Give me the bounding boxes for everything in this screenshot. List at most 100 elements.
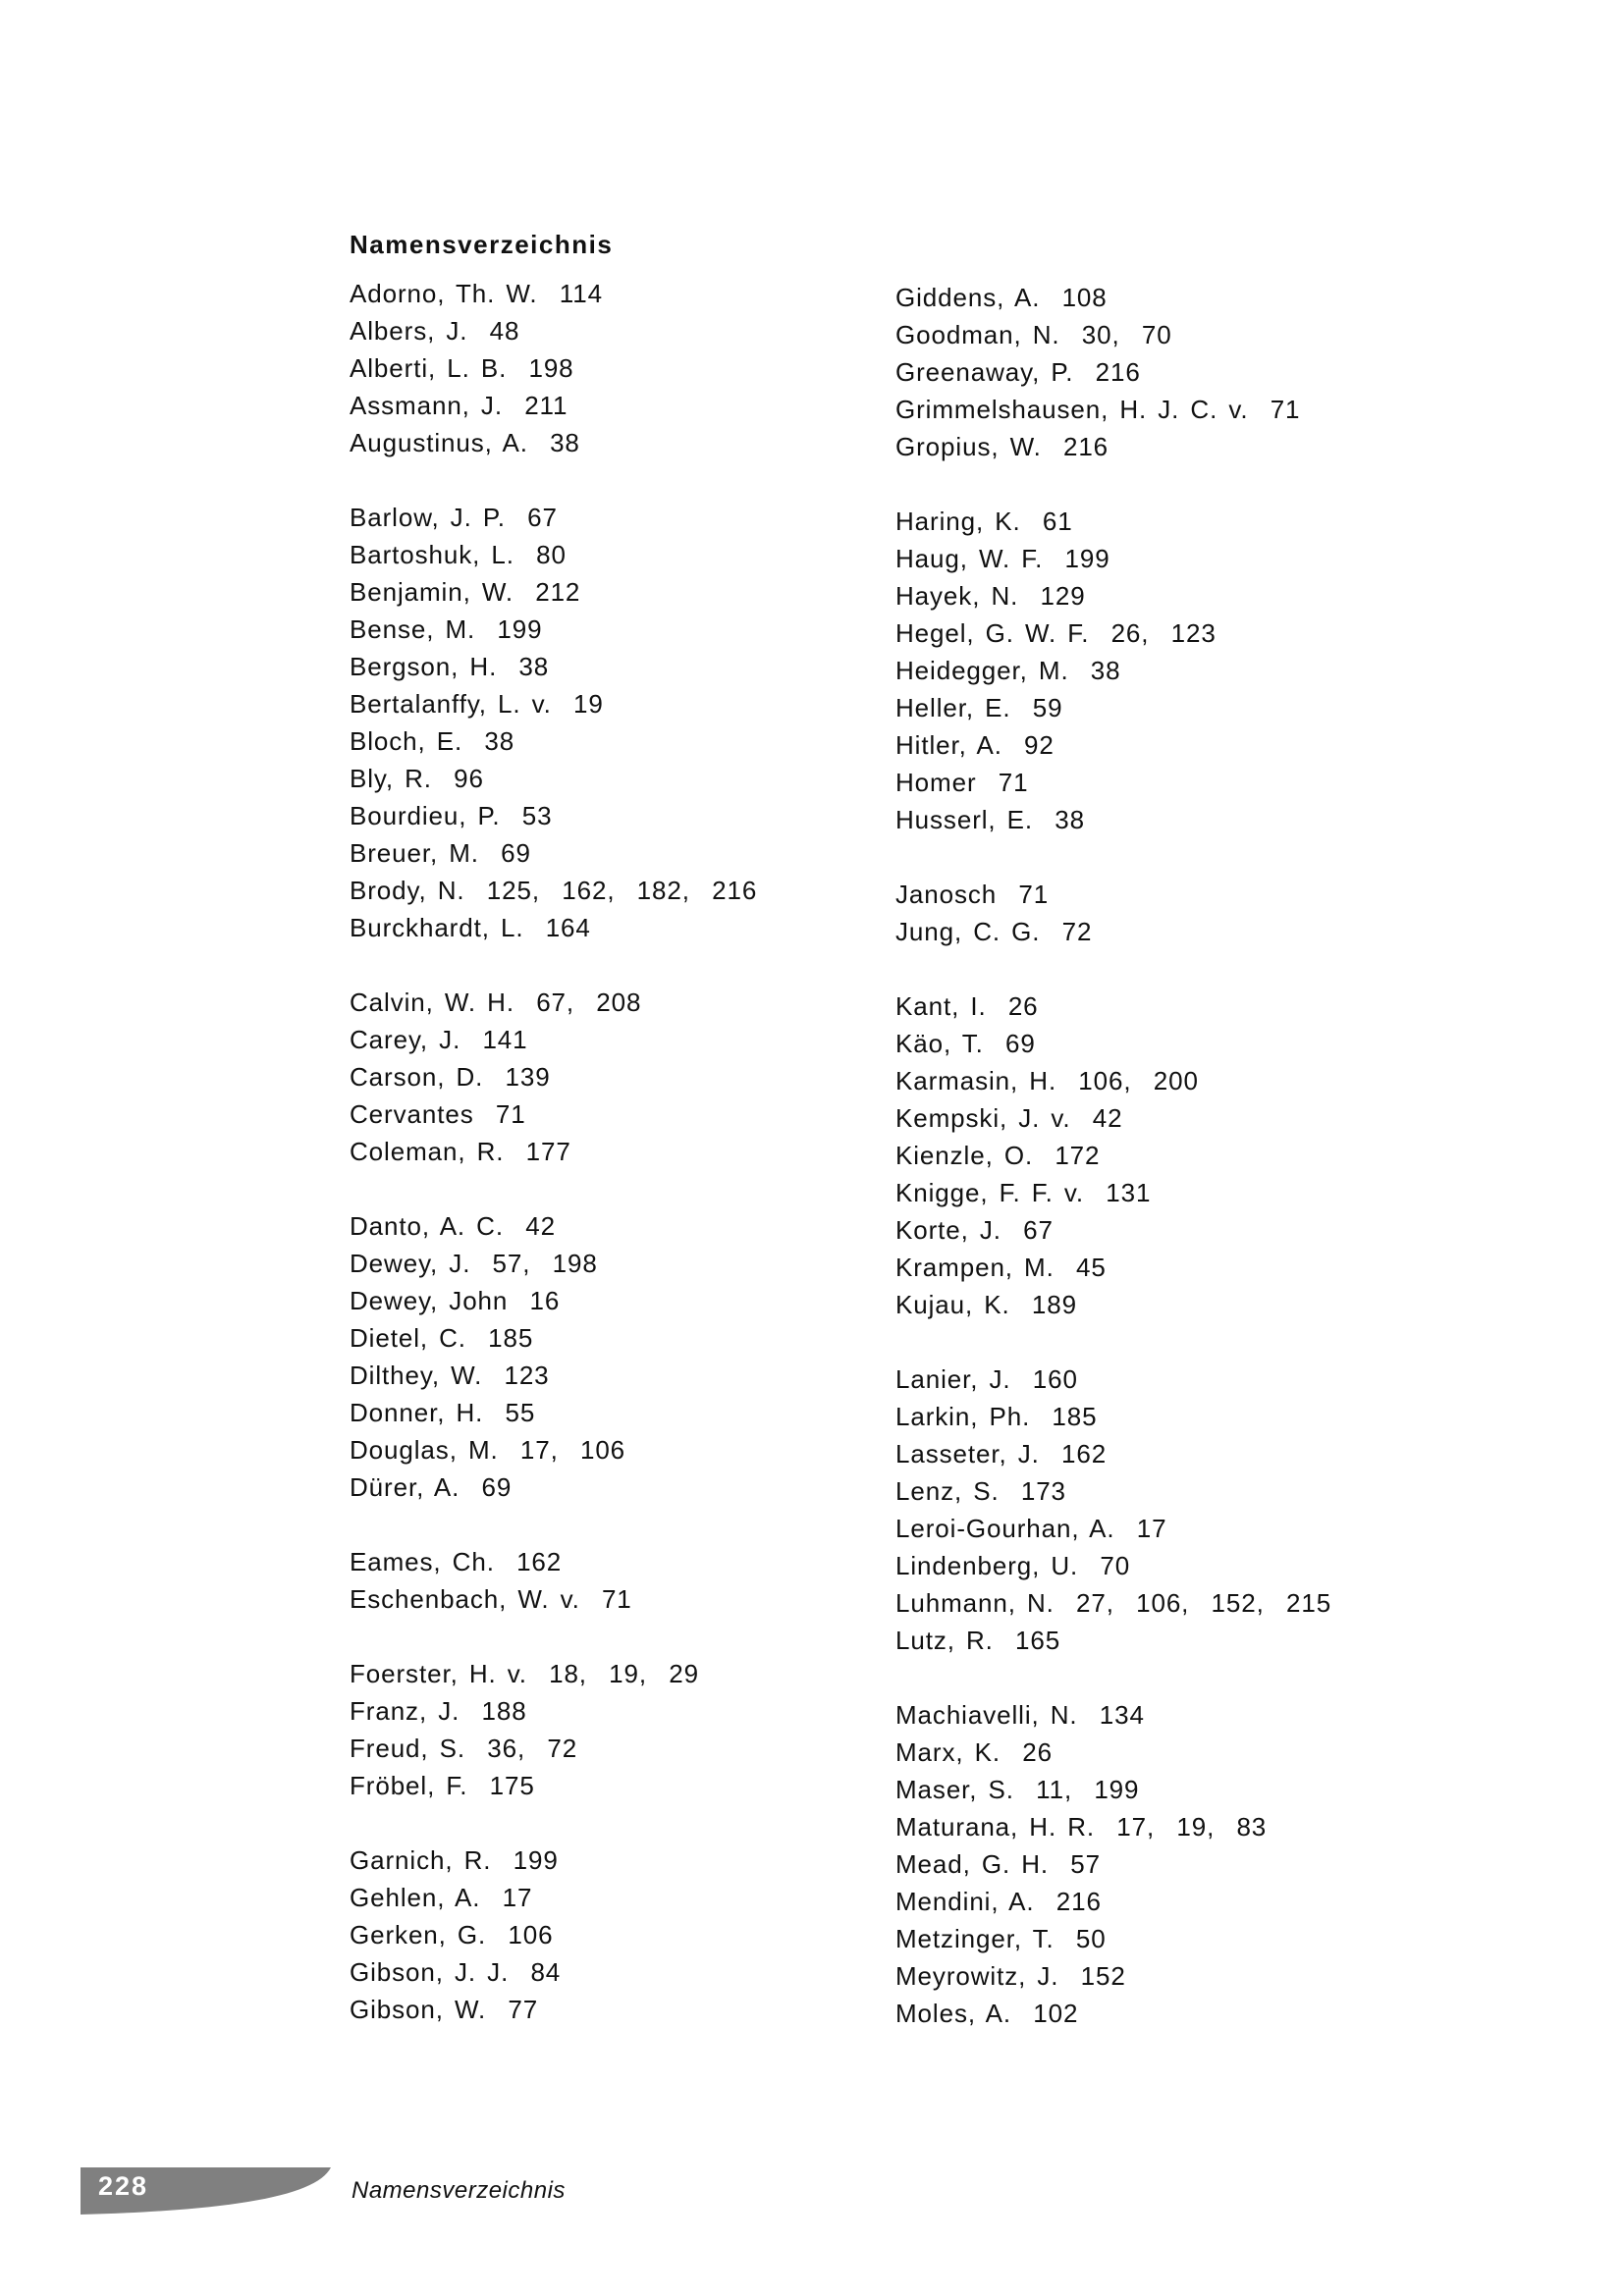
index-entry: Meyrowitz, J. 152 (895, 1961, 1126, 1991)
index-entry: Greenaway, P. 216 (895, 357, 1141, 387)
index-title: Namensverzeichnis (350, 230, 614, 259)
index-entry: Brody, N. 125, 162, 182, 216 (350, 876, 758, 905)
index-entry: Dietel, C. 185 (350, 1323, 534, 1353)
index-entry: Albers, J. 48 (350, 316, 520, 346)
index-entry: Assmann, J. 211 (350, 391, 568, 420)
index-entry: Janosch 71 (895, 880, 1050, 909)
page-number: 228 (98, 2171, 149, 2201)
index-entry: Eames, Ch. 162 (350, 1547, 563, 1576)
index-letter-group: Machiavelli, N. 134 Marx, K. 26 Maser, S. … (895, 1696, 1331, 2032)
index-entry: Gibson, W. 77 (350, 1995, 539, 2024)
index-entry: Haring, K. 61 (895, 507, 1073, 536)
index-entry: Dürer, A. 69 (350, 1472, 513, 1502)
index-entry: Dewey, John 16 (350, 1286, 561, 1315)
index-entry: Carson, D. 139 (350, 1062, 551, 1092)
index-entry: Hitler, A. 92 (895, 730, 1055, 760)
index-entry: Kujau, K. 189 (895, 1290, 1077, 1319)
index-entry: Adorno, Th. W. 114 (350, 279, 603, 308)
index-entry: Gibson, J. J. 84 (350, 1957, 562, 1987)
index-entry: Käo, T. 69 (895, 1029, 1036, 1058)
index-entry: Barlow, J. P. 67 (350, 503, 558, 532)
index-entry: Marx, K. 26 (895, 1737, 1053, 1767)
index-letter-group: Giddens, A. 108 Goodman, N. 30, 70 Greenaw… (895, 279, 1331, 465)
index-entry: Gerken, G. 106 (350, 1920, 554, 1949)
index-entry: Leroi-Gourhan, A. 17 (895, 1514, 1167, 1543)
index-entry: Freud, S. 36, 72 (350, 1734, 578, 1763)
index-letter-group: Barlow, J. P. 67 Bartoshuk, L. 80 Benjamin… (350, 499, 757, 946)
index-entry: Krampen, M. 45 (895, 1253, 1107, 1282)
index-letter-group: Janosch 71 Jung, C. G. 72 (895, 876, 1331, 950)
index-entry: Eschenbach, W. v. 71 (350, 1584, 632, 1614)
index-letter-group: Garnich, R. 199 Gehlen, A. 17 Gerken, G. 1… (350, 1842, 757, 2028)
index-entry: Bly, R. 96 (350, 764, 484, 793)
index-entry: Bartoshuk, L. 80 (350, 540, 567, 569)
index-entry: Dewey, J. 57, 198 (350, 1249, 598, 1278)
running-head: Namensverzeichnis (352, 2177, 566, 2204)
index-letter-group: Danto, A. C. 42 Dewey, J. 57, 198 Dewey, J… (350, 1207, 757, 1506)
index-entry: Lutz, R. 165 (895, 1626, 1061, 1655)
index-entry: Garnich, R. 199 (350, 1845, 559, 1875)
index-letter-group: Eames, Ch. 162 Eschenbach, W. v. 71 (350, 1543, 757, 1618)
index-entry: Carey, J. 141 (350, 1025, 528, 1054)
index-entry: Franz, J. 188 (350, 1696, 527, 1726)
index-entry: Lasseter, J. 162 (895, 1439, 1108, 1468)
index-entry: Jung, C. G. 72 (895, 917, 1093, 946)
index-entry: Fröbel, F. 175 (350, 1771, 535, 1800)
index-column-left: Adorno, Th. W. 114 Albers, J. 48 Alberti, … (350, 275, 757, 2065)
index-entry: Moles, A. 102 (895, 1999, 1079, 2028)
index-entry: Metzinger, T. 50 (895, 1924, 1107, 1953)
index-entry: Douglas, M. 17, 106 (350, 1435, 626, 1465)
index-letter-group: Kant, I. 26 Käo, T. 69 Karmasin, H. 106, 2… (895, 988, 1331, 1323)
index-entry: Korte, J. 67 (895, 1215, 1054, 1245)
index-entry: Grimmelshausen, H. J. C. v. 71 (895, 395, 1301, 424)
index-entry: Bense, M. 199 (350, 614, 543, 644)
index-entry: Maturana, H. R. 17, 19, 83 (895, 1812, 1268, 1842)
index-letter-group: Lanier, J. 160 Larkin, Ph. 185 Lasseter, J… (895, 1361, 1331, 1659)
index-entry: Danto, A. C. 42 (350, 1211, 556, 1241)
index-letter-group: Calvin, W. H. 67, 208 Carey, J. 141 Carson… (350, 984, 757, 1170)
index-entry: Dilthey, W. 123 (350, 1361, 550, 1390)
index-entry: Homer 71 (895, 768, 1029, 797)
index-entry: Heller, E. 59 (895, 693, 1063, 722)
index-entry: Luhmann, N. 27, 106, 152, 215 (895, 1588, 1332, 1618)
index-entry: Burckhardt, L. 164 (350, 913, 591, 942)
index-entry: Hegel, G. W. F. 26, 123 (895, 618, 1217, 648)
index-entry: Augustinus, A. 38 (350, 428, 580, 457)
index-entry: Gehlen, A. 17 (350, 1883, 533, 1912)
index-entry: Kempski, J. v. 42 (895, 1103, 1123, 1133)
index-entry: Husserl, E. 38 (895, 805, 1086, 834)
index-entry: Foerster, H. v. 18, 19, 29 (350, 1659, 699, 1688)
index-entry: Haug, W. F. 199 (895, 544, 1110, 573)
index-letter-group: Adorno, Th. W. 114 Albers, J. 48 Alberti, … (350, 275, 757, 461)
index-column-right: Giddens, A. 108 Goodman, N. 30, 70 Greenaw… (895, 279, 1331, 2069)
index-entry: Goodman, N. 30, 70 (895, 320, 1172, 349)
index-entry: Giddens, A. 108 (895, 283, 1108, 312)
index-entry: Kant, I. 26 (895, 991, 1039, 1021)
index-entry: Karmasin, H. 106, 200 (895, 1066, 1199, 1095)
index-entry: Larkin, Ph. 185 (895, 1402, 1098, 1431)
index-entry: Bourdieu, P. 53 (350, 801, 553, 830)
index-entry: Gropius, W. 216 (895, 432, 1109, 461)
index-letter-group: Haring, K. 61 Haug, W. F. 199 Hayek, N. 12… (895, 503, 1331, 838)
index-entry: Lenz, S. 173 (895, 1476, 1066, 1506)
index-entry: Mead, G. H. 57 (895, 1849, 1102, 1879)
index-entry: Hayek, N. 129 (895, 581, 1086, 611)
index-entry: Donner, H. 55 (350, 1398, 536, 1427)
index-entry: Knigge, F. F. v. 131 (895, 1178, 1152, 1207)
index-entry: Lanier, J. 160 (895, 1364, 1078, 1394)
index-entry: Alberti, L. B. 198 (350, 353, 574, 383)
index-entry: Kienzle, O. 172 (895, 1141, 1101, 1170)
index-entry: Breuer, M. 69 (350, 838, 531, 868)
index-entry: Bloch, E. 38 (350, 726, 515, 756)
index-letter-group: Foerster, H. v. 18, 19, 29 Franz, J. 188 F… (350, 1655, 757, 1804)
index-entry: Machiavelli, N. 134 (895, 1700, 1145, 1730)
index-entry: Heidegger, M. 38 (895, 656, 1121, 685)
index-entry: Benjamin, W. 212 (350, 577, 581, 607)
index-entry: Maser, S. 11, 199 (895, 1775, 1140, 1804)
index-entry: Calvin, W. H. 67, 208 (350, 988, 642, 1017)
index-entry: Coleman, R. 177 (350, 1137, 571, 1166)
index-entry: Bertalanffy, L. v. 19 (350, 689, 604, 719)
index-entry: Mendini, A. 216 (895, 1887, 1102, 1916)
index-entry: Bergson, H. 38 (350, 652, 550, 681)
index-entry: Lindenberg, U. 70 (895, 1551, 1131, 1580)
